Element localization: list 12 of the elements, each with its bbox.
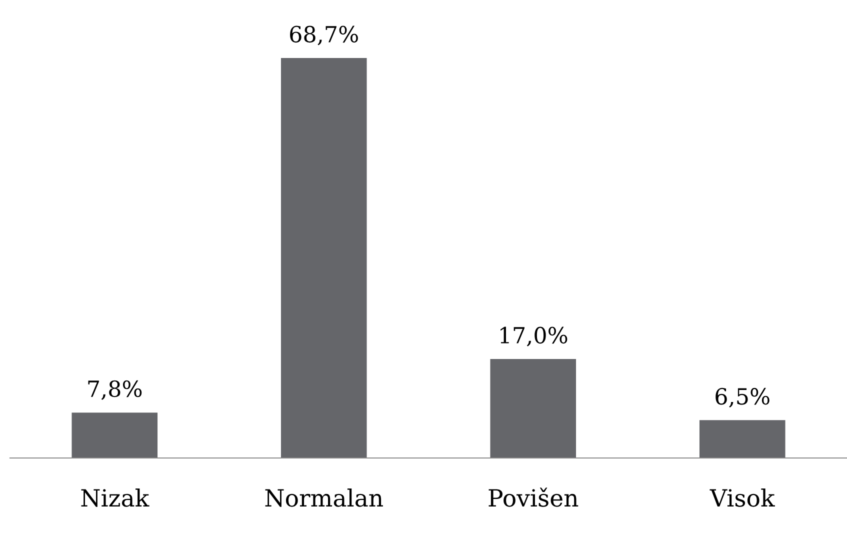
data-label: 68,7%: [290, 26, 358, 46]
bar: [699, 420, 786, 458]
x-tick-label: Visok: [710, 488, 775, 507]
bar: [490, 359, 576, 458]
data-label: 17,0%: [500, 326, 568, 346]
data-label: 6,5%: [716, 388, 770, 408]
x-tick-label: Normalan: [265, 488, 383, 507]
x-tick-label: Povišen: [488, 488, 578, 507]
x-tick-label: Nizak: [81, 488, 150, 507]
bar: [280, 58, 367, 458]
bar: [72, 412, 158, 458]
data-label: 7,8%: [88, 380, 142, 400]
